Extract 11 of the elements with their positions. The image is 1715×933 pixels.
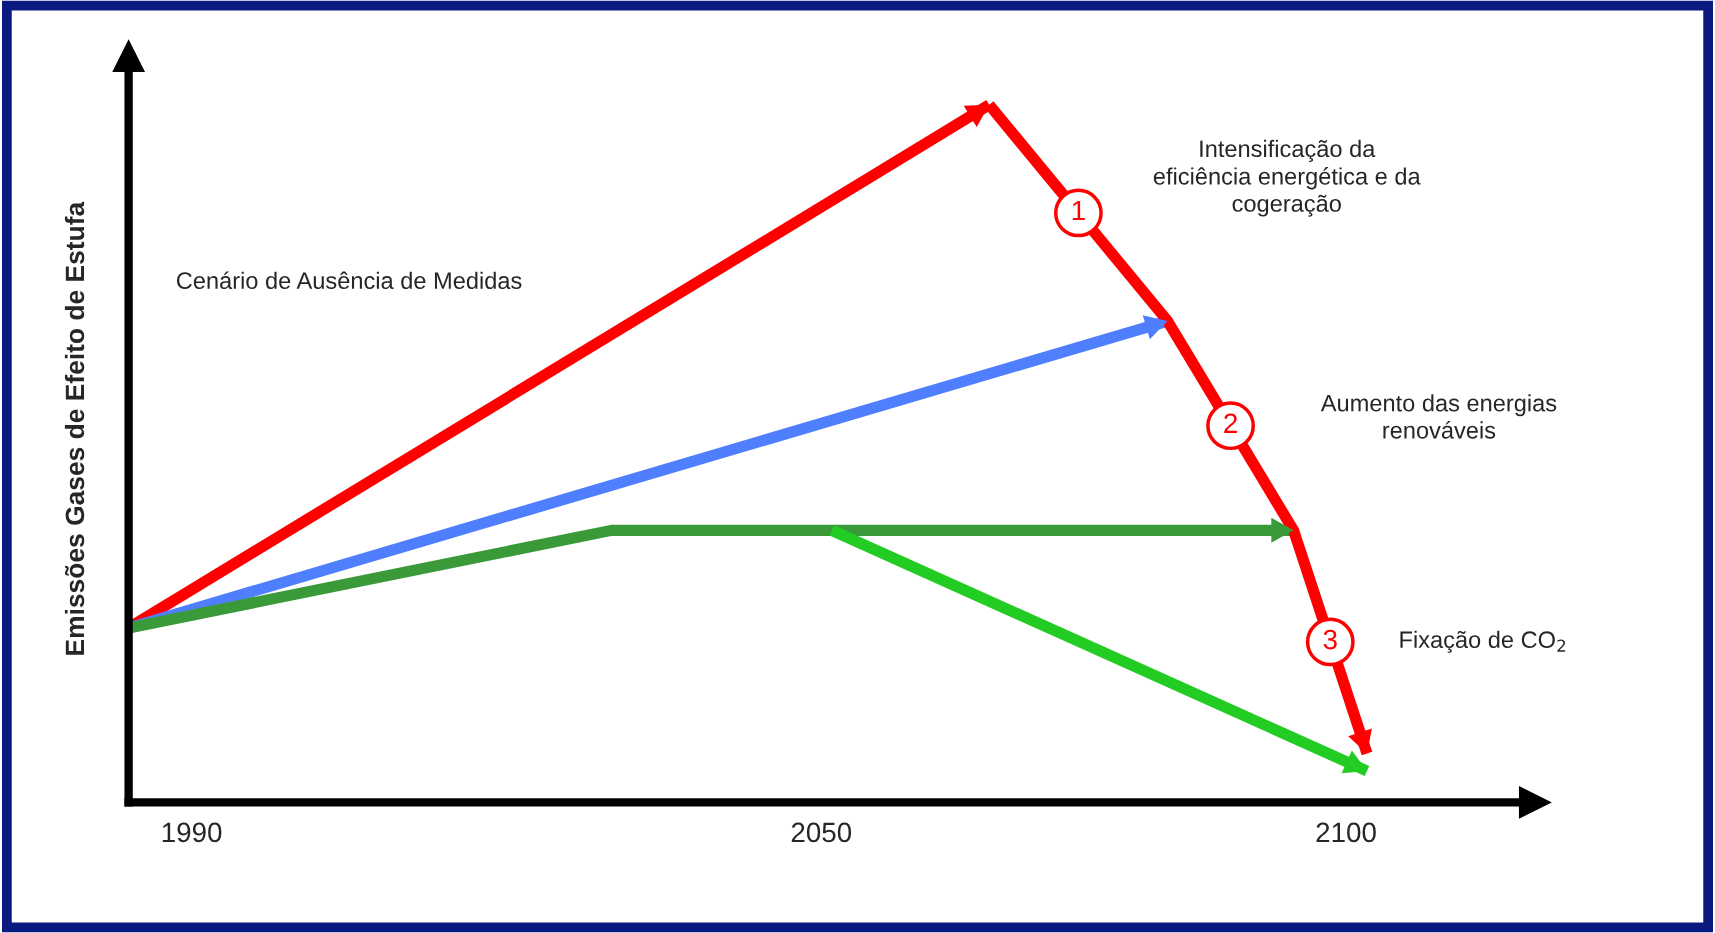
x-tick-label: 1990 (162, 822, 222, 843)
x-tick-label: 2050 (791, 822, 852, 843)
annotation: Aumento das energias renováveis (1320, 394, 1557, 439)
y-axis-title: Emissões Gases de Efeito de Estufa (64, 201, 85, 655)
annotation: 1 (1072, 201, 1085, 221)
annotation: 2 (1224, 413, 1237, 433)
annotation: Fixação de CO$_{2}$ (1400, 630, 1566, 653)
x-tick-label: 2100 (1316, 822, 1376, 843)
annotation: 3 (1323, 629, 1337, 650)
annotation: Intensificação da eficiência energética e da cogeração (1153, 139, 1421, 217)
text: Cenário de Ausência de Medidas (176, 271, 522, 290)
